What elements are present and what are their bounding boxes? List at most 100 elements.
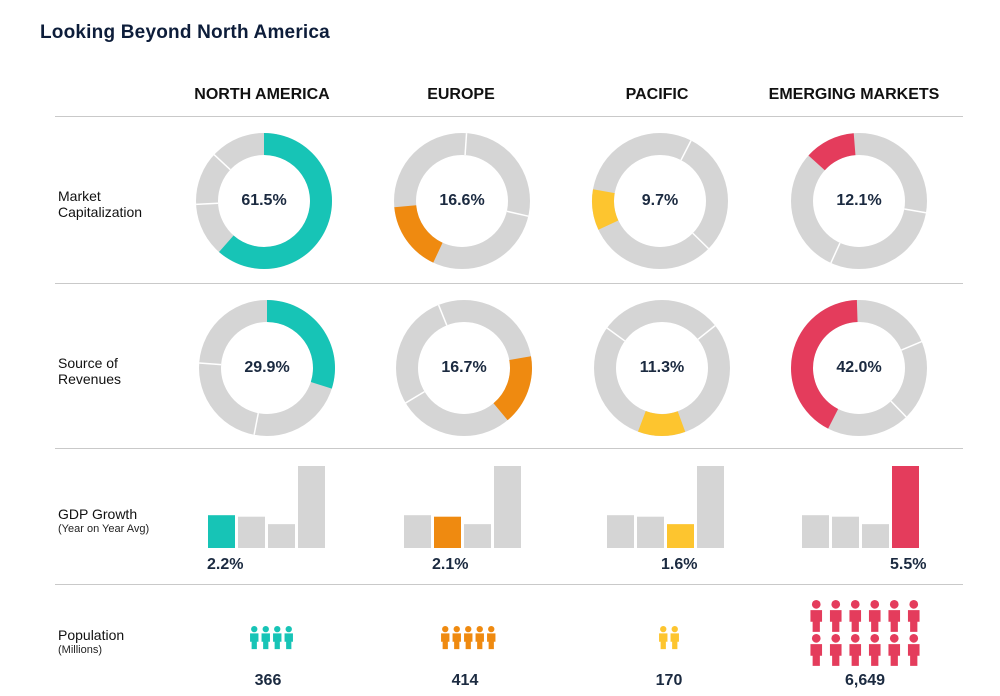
donut-label: 11.3% [639, 359, 685, 376]
donut-svg [791, 133, 927, 269]
gdp-value-emerging-markets: 5.5% [890, 556, 927, 573]
person-head [870, 634, 880, 643]
person-icon [250, 626, 259, 650]
gdp-bar-north-america [607, 515, 634, 548]
person-icons-svg [810, 600, 920, 666]
gdp-value-pacific: 1.6% [661, 556, 698, 573]
donut-label: 16.6% [439, 192, 485, 209]
person-icon [487, 626, 496, 650]
population-icons-north-america [248, 624, 296, 657]
person-body [452, 633, 461, 650]
donut-separator [901, 340, 922, 351]
row-divider [55, 584, 963, 585]
person-icon [273, 626, 282, 650]
row-divider [55, 116, 963, 117]
gdp-bars-svg [802, 466, 919, 548]
person-icon [284, 626, 293, 650]
donut-track [394, 133, 530, 269]
gdp-bar-europe [238, 516, 265, 548]
population-sublabel: (Millions) [58, 644, 102, 656]
page-title: Looking Beyond North America [40, 22, 330, 43]
person-body [868, 644, 881, 666]
donut-separator [904, 208, 927, 214]
person-body [849, 644, 862, 666]
donut-separator [196, 202, 219, 206]
gdp-value-europe: 2.1% [432, 556, 469, 573]
person-icons-svg [659, 626, 679, 650]
gdp-label: GDP Growth [58, 506, 138, 522]
person-icon [810, 634, 823, 666]
gdp-bar-emerging-markets [697, 466, 724, 548]
donut-segment [808, 133, 856, 171]
person-head [889, 634, 899, 643]
donut-label: 16.7% [441, 359, 487, 376]
person-body [475, 633, 484, 650]
person-head [442, 626, 449, 633]
donut-separator [213, 154, 231, 171]
person-head [811, 634, 821, 643]
person-head [831, 634, 841, 643]
gdp-bars-emerging-markets [802, 464, 922, 555]
donut-segment [592, 189, 619, 230]
population-icons-pacific [657, 624, 687, 657]
person-icons-svg [441, 626, 496, 650]
donut-separator [199, 362, 222, 366]
person-head [465, 626, 472, 633]
column-header-europe: EUROPE [427, 86, 495, 103]
person-head [850, 634, 860, 643]
person-body [261, 633, 270, 650]
person-icon [829, 600, 842, 632]
gdp-bar-pacific [862, 524, 889, 548]
population-value-north-america: 366 [254, 672, 282, 689]
row-label-revenues: Source of Revenues [58, 355, 122, 387]
person-body [810, 610, 823, 632]
person-icon [849, 600, 862, 632]
donut-segment [219, 133, 332, 269]
donut-label: 42.0% [836, 359, 882, 376]
person-body [464, 633, 473, 650]
donut-label: 9.7% [641, 192, 679, 209]
row-divider [55, 448, 963, 449]
person-head [251, 626, 258, 633]
donut-separator [464, 133, 468, 156]
gdp-bars-svg [607, 466, 724, 548]
person-icon [475, 626, 484, 650]
donut-segment [637, 411, 686, 436]
donut-separator [437, 304, 448, 326]
population-value-emerging-markets: 6,649 [844, 672, 886, 689]
person-icons-svg [250, 626, 293, 650]
population-value-pacific: 170 [655, 672, 683, 689]
person-icon [907, 634, 920, 666]
gdp-bars-europe [404, 464, 524, 555]
person-body [284, 633, 293, 650]
person-head [889, 600, 899, 609]
donut-separator [830, 242, 841, 264]
donut-separator [253, 413, 260, 435]
donut-separator [890, 400, 907, 418]
person-body [670, 633, 679, 650]
person-body [659, 633, 668, 650]
population-label: Population [58, 627, 125, 643]
donut-svg [791, 300, 927, 436]
donut-market-cap-north-america: 61.5% [194, 131, 334, 271]
donut-segment [791, 300, 858, 429]
donut-svg [199, 300, 335, 436]
person-head [909, 600, 919, 609]
gdp-bar-europe [637, 516, 664, 548]
gdp-bar-pacific [667, 524, 694, 548]
population-value-europe: 414 [451, 672, 479, 689]
person-head [909, 634, 919, 643]
gdp-bar-europe [434, 516, 461, 548]
donut-separator [506, 210, 529, 217]
donut-track [791, 133, 927, 269]
gdp-value-north-america: 2.2% [207, 556, 244, 573]
donut-separator [405, 390, 425, 404]
donut-separator [606, 327, 626, 342]
person-icon [261, 626, 270, 650]
person-body [250, 633, 259, 650]
person-head [476, 626, 483, 633]
donut-segment [394, 205, 443, 263]
gdp-bar-pacific [464, 524, 491, 548]
donut-label: 29.9% [244, 359, 290, 376]
person-icon [907, 600, 920, 632]
